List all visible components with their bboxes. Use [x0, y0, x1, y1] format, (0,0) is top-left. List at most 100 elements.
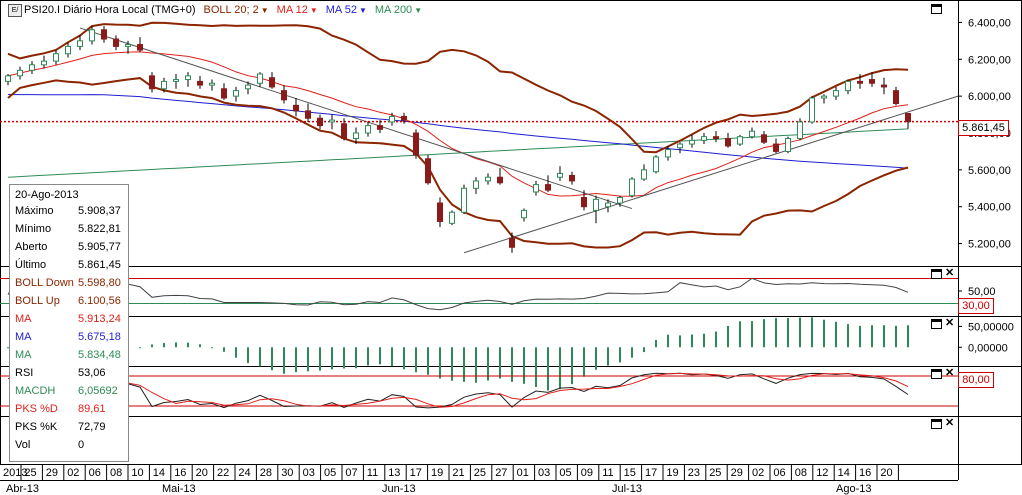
- x-tick-label: 25: [474, 467, 486, 479]
- maximize-macd-panel-icon[interactable]: [931, 319, 942, 329]
- chart-type-icon[interactable]: E/: [8, 4, 22, 17]
- data-window-key: Vol: [15, 439, 31, 451]
- close-volume-panel-icon[interactable]: ✕: [945, 417, 955, 429]
- candle-body: [269, 77, 275, 88]
- macd-bar: [643, 347, 645, 353]
- x-tick-label: 30: [281, 467, 293, 479]
- indicator-boll-label[interactable]: BOLL 20; 2 ▼: [203, 4, 269, 16]
- indicator-ma200-label[interactable]: MA 200 ▼: [374, 4, 423, 16]
- x-tick-label: 06: [773, 467, 785, 479]
- macd-bar: [751, 321, 753, 348]
- macd-bar: [331, 347, 333, 370]
- maximize-volume-panel-icon[interactable]: [931, 419, 942, 429]
- candle-body: [281, 90, 287, 101]
- x-tick-label: 10: [131, 467, 143, 479]
- chart-header: PSI20.I Diário Hora Local (TMG+0) BOLL 2…: [24, 3, 422, 17]
- candle-body: [317, 117, 323, 127]
- candle-body: [185, 75, 191, 81]
- data-window-value: 5.908,37: [78, 205, 121, 217]
- macd-bar: [691, 334, 693, 348]
- macd-bar: [235, 347, 237, 358]
- macd-bar: [523, 347, 525, 384]
- macd-bar: [175, 342, 177, 348]
- x-tick-label: 13: [388, 467, 400, 479]
- data-window-value: 89,61: [78, 403, 106, 415]
- candle-body: [773, 143, 779, 152]
- data-window-value: 5.675,18: [78, 331, 121, 343]
- close-stoch-panel-icon[interactable]: ✕: [945, 367, 955, 379]
- data-window-key: RSI: [15, 367, 34, 379]
- close-rsi-panel-icon[interactable]: ✕: [945, 267, 955, 279]
- x-tick-label: 05: [559, 467, 571, 479]
- macd-bar: [199, 344, 201, 348]
- data-window-row: Aberto 5.905,77: [10, 239, 128, 257]
- indicator-ma52-label[interactable]: MA 52 ▼: [325, 4, 367, 16]
- boll-lower-line: [7, 77, 909, 249]
- candle-body: [857, 80, 863, 84]
- candle-body: [293, 104, 299, 112]
- macd-bar: [511, 347, 513, 382]
- data-window-value: 5.822,81: [78, 223, 121, 235]
- data-window-value: 5.834,48: [78, 349, 121, 361]
- data-window-row: Último 5.861,45: [10, 257, 128, 275]
- x-tick-label: 11: [602, 467, 613, 479]
- macd-bar: [763, 319, 765, 348]
- macd-bar: [535, 347, 537, 387]
- maximize-price-panel-icon[interactable]: [931, 4, 942, 14]
- macd-bar: [559, 347, 561, 390]
- data-window-value: 5.913,24: [78, 313, 121, 325]
- candle-body: [17, 69, 23, 77]
- x-tick-label: 22: [217, 467, 229, 479]
- macd-bar: [703, 333, 705, 348]
- stoch-d-line: [7, 372, 909, 408]
- x-month-label: Ago-13: [836, 483, 871, 495]
- close-macd-panel-icon[interactable]: ✕: [945, 317, 955, 329]
- data-window-value: 0: [78, 439, 85, 451]
- candle-body: [557, 173, 563, 178]
- x-tick-label: 29: [731, 467, 743, 479]
- data-window-key: PKS %D: [15, 403, 58, 415]
- candle-body: [569, 174, 575, 182]
- candle-body: [5, 75, 11, 82]
- x-tick-label: 27: [495, 467, 507, 479]
- candle-body: [389, 115, 395, 123]
- candle-body: [365, 125, 371, 134]
- trendline-up: [463, 95, 959, 254]
- x-tick-label: 2013: [3, 467, 27, 479]
- data-window-value: 6,05692: [78, 385, 118, 397]
- x-tick-label: 17: [645, 467, 657, 479]
- data-window-row: RSI 53,06: [10, 365, 128, 383]
- candle-body: [737, 136, 743, 145]
- indicator-ma12-label[interactable]: MA 12 ▼: [276, 4, 318, 16]
- candle-body: [197, 80, 203, 86]
- data-window-value: 5.598,80: [78, 277, 121, 289]
- macd-bar: [715, 331, 717, 348]
- macd-bar: [187, 342, 189, 348]
- macd-bar: [883, 325, 885, 348]
- candle-body: [533, 184, 539, 193]
- candle-body: [413, 132, 419, 156]
- x-tick-label: 20: [880, 467, 892, 479]
- candle-body: [641, 169, 647, 180]
- ma12-line: [7, 51, 909, 197]
- maximize-rsi-panel-icon[interactable]: [931, 269, 942, 279]
- candle-body: [485, 176, 491, 182]
- x-tick-label: 28: [260, 467, 272, 479]
- candle-body: [173, 79, 179, 82]
- macd-bar: [223, 347, 225, 352]
- candle-body: [581, 197, 587, 208]
- macd-bar: [739, 321, 741, 348]
- maximize-stoch-panel-icon[interactable]: [931, 369, 942, 379]
- data-window-row: Mínimo 5.822,81: [10, 221, 128, 239]
- ma200-line: [7, 128, 909, 178]
- symbol-label[interactable]: PSI20.I Diário Hora Local (TMG+0): [24, 4, 196, 16]
- macd-bar: [607, 347, 609, 366]
- candle-body: [257, 73, 263, 84]
- candle-body: [149, 75, 155, 90]
- price-tick-label: 6.000,00: [968, 91, 1011, 103]
- macd-bar: [499, 347, 501, 379]
- candle-body: [437, 202, 443, 222]
- x-month-label: Jul-13: [612, 483, 642, 495]
- candle-body: [833, 90, 839, 97]
